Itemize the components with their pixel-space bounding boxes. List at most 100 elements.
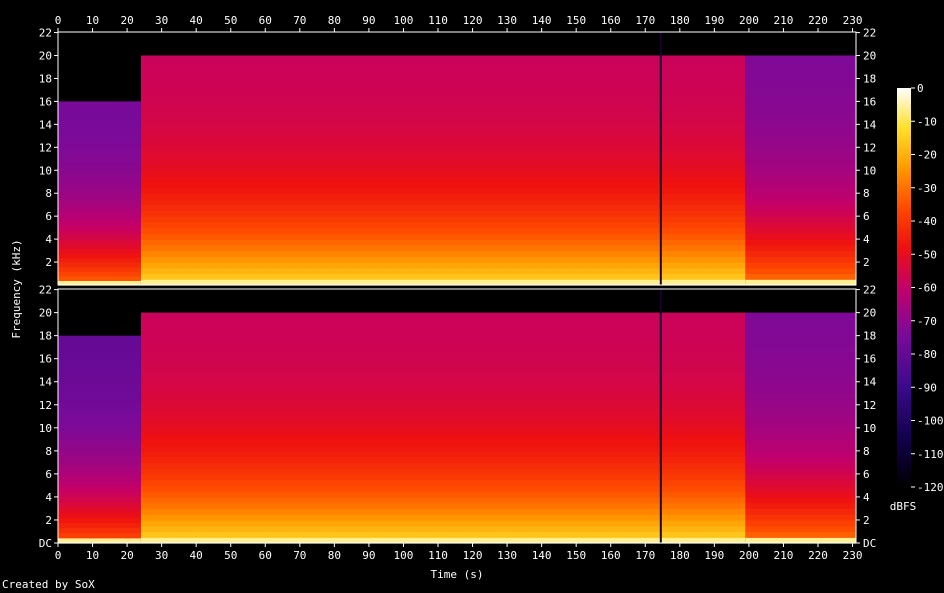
x-tick-label-bottom: 110 [428, 549, 448, 562]
frequency-band [745, 221, 856, 229]
frequency-band [58, 496, 141, 503]
frequency-band [140, 531, 746, 538]
x-tick-label-top: 50 [224, 14, 237, 27]
frequency-band [745, 262, 856, 269]
frequency-band [58, 119, 141, 125]
frequency-band [58, 449, 141, 456]
x-tick-label-bottom: 170 [635, 549, 655, 562]
x-tick-label-top: 20 [120, 14, 133, 27]
frequency-band [745, 329, 856, 337]
y-tick-label-left: 22 [39, 284, 52, 297]
frequency-band [140, 112, 746, 120]
frequency-band [140, 61, 746, 68]
frequency-band [745, 473, 856, 481]
frequency-band [58, 271, 141, 277]
frequency-band [58, 361, 141, 368]
frequency-band [140, 347, 746, 354]
frequency-band [140, 72, 746, 79]
frequency-band [745, 485, 856, 492]
frequency-band [140, 329, 746, 337]
frequency-band [140, 181, 746, 188]
colorbar-tick-label: -100 [917, 415, 944, 428]
frequency-band [745, 158, 856, 166]
frequency-band [58, 470, 141, 477]
frequency-band [58, 184, 141, 190]
y-tick-label-left: 6 [45, 210, 52, 223]
frequency-band [140, 67, 746, 74]
frequency-band [58, 161, 141, 167]
y-tick-label-right: 16 [863, 353, 876, 366]
x-tick-label-top: 200 [739, 14, 759, 27]
frequency-band [745, 233, 856, 240]
frequency-band [140, 508, 746, 515]
frequency-band [58, 392, 141, 399]
frequency-band [745, 198, 856, 206]
frequency-band [140, 312, 746, 319]
frequency-band [58, 138, 141, 144]
frequency-band [745, 67, 856, 74]
frequency-band [745, 422, 856, 429]
frequency-band [745, 468, 856, 475]
colorbar-tick-label: -40 [917, 215, 937, 228]
frequency-band [745, 445, 856, 452]
frequency-band [140, 416, 746, 423]
frequency-band [745, 381, 856, 389]
frequency-band [58, 248, 141, 254]
frequency-band [140, 239, 746, 246]
frequency-band [745, 273, 856, 280]
channel-frame [57, 288, 857, 544]
y-tick-label-left: 6 [45, 468, 52, 481]
x-tick-label-top: 70 [293, 14, 306, 27]
y-tick-label-left: 18 [39, 72, 52, 85]
axes: 0 0 10 10 20 20 30 30 40 40 50 50 60 60 70 70 80 80 90 90 10… [39, 14, 877, 562]
y-tick-label-left: DC [39, 537, 52, 550]
spectrogram-panels [57, 31, 857, 544]
frequency-band [58, 234, 141, 240]
frequency-band [140, 262, 746, 269]
credit-text: Created by SoX [2, 578, 95, 591]
y-tick-label-right: 16 [863, 95, 876, 108]
frequency-band [58, 366, 141, 373]
frequency-band [58, 225, 141, 231]
frequency-band [745, 479, 856, 486]
frequency-band [745, 170, 856, 177]
segment-3 [745, 312, 856, 544]
frequency-band [745, 101, 856, 108]
frequency-band [58, 266, 141, 272]
x-tick-label-top: 60 [259, 14, 272, 27]
channel-frame [57, 31, 857, 286]
frequency-band [140, 496, 746, 504]
frequency-band [140, 233, 746, 240]
colorbar-tick-label: -120 [917, 481, 944, 494]
frequency-band [745, 450, 856, 458]
y-tick-label-left: 14 [39, 376, 53, 389]
frequency-band [58, 517, 141, 523]
frequency-band [140, 335, 746, 343]
frequency-band [58, 486, 141, 492]
frequency-band [745, 347, 856, 354]
frequency-band [745, 537, 856, 544]
frequency-band [58, 522, 141, 529]
frequency-band [140, 170, 746, 177]
frequency-band [140, 502, 746, 510]
y-tick-label-right: 2 [863, 514, 870, 527]
y-tick-label-right: 20 [863, 307, 876, 320]
y-tick-label-left: 20 [39, 307, 52, 320]
frequency-band [58, 106, 141, 112]
frequency-band [58, 165, 141, 171]
frequency-band [745, 318, 856, 325]
frequency-band [58, 142, 141, 148]
x-tick-label-top: 100 [394, 14, 414, 27]
x-tick-label-top: 30 [155, 14, 168, 27]
frequency-band [58, 397, 141, 404]
frequency-band [58, 434, 141, 440]
frequency-band [745, 227, 856, 234]
x-axis-label: Time (s) [431, 568, 484, 581]
frequency-band [58, 429, 141, 435]
frequency-band [58, 257, 141, 263]
frequency-band [140, 450, 746, 458]
segment-2 [140, 312, 746, 544]
colorbar-tick-label: -30 [917, 182, 937, 195]
frequency-band [58, 170, 141, 176]
colorbar-tick-label: -90 [917, 381, 937, 394]
